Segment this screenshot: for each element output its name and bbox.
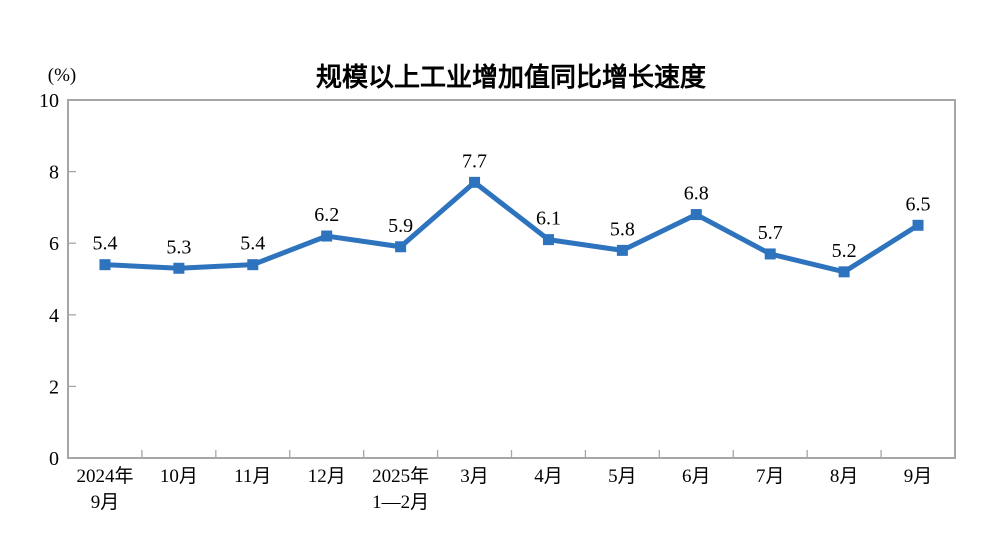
- data-point-label: 5.3: [166, 236, 191, 258]
- x-axis-category-label: 10月: [160, 466, 198, 487]
- data-point-marker: [690, 209, 702, 221]
- data-point-marker: [247, 259, 259, 271]
- x-axis-category-label: 5月: [608, 466, 637, 487]
- x-axis-category-label: 6月: [682, 466, 711, 487]
- data-point-label: 5.9: [388, 215, 413, 237]
- x-axis-category-label: 4月: [534, 466, 563, 487]
- y-axis-tick-label: 6: [49, 233, 59, 255]
- data-point-label: 6.5: [906, 193, 931, 215]
- data-point-label: 5.2: [832, 240, 857, 262]
- data-point-marker: [321, 230, 333, 242]
- x-axis-category-label: 11月: [234, 466, 271, 487]
- data-point-marker: [912, 219, 924, 231]
- x-axis-category-label: 9月: [904, 466, 933, 487]
- x-axis-category-label: 2025年 1—2月: [372, 465, 429, 513]
- data-point-label: 5.4: [240, 233, 265, 255]
- plot-area: 0 2 4 6 8 10 5.4 5.3 5.4 6.2 5.9 7.7 6.1 5.8 6.8 5.7 5.2…: [39, 90, 956, 513]
- data-point-label: 5.4: [92, 233, 117, 255]
- data-point-label: 5.8: [610, 218, 635, 240]
- chart-title: 规模以上工业增加值同比增长速度: [316, 62, 706, 92]
- y-axis-tick-label: 8: [49, 162, 59, 184]
- data-point-marker: [838, 266, 850, 278]
- data-point-label: 6.8: [684, 183, 709, 205]
- data-point-marker: [469, 176, 481, 188]
- data-point-marker: [616, 244, 628, 256]
- x-axis-category-label: 2024年 9月: [76, 465, 133, 513]
- data-point-marker: [542, 234, 554, 246]
- y-axis-tick-label: 10: [39, 90, 59, 112]
- data-point-label: 6.1: [536, 208, 561, 230]
- data-point-label: 5.7: [758, 222, 783, 244]
- data-point-marker: [395, 241, 407, 253]
- y-axis-tick-label: 0: [49, 448, 59, 470]
- x-axis-category-label: 3月: [460, 466, 489, 487]
- y-axis-tick-label: 4: [49, 305, 59, 327]
- data-point-label: 7.7: [462, 150, 487, 172]
- data-point-marker: [764, 248, 776, 260]
- trend-line: [102, 179, 921, 275]
- x-axis-category-label: 7月: [756, 466, 785, 487]
- data-point-marker: [173, 262, 185, 274]
- y-axis-tick-label: 2: [49, 376, 59, 398]
- data-point-marker: [99, 259, 111, 271]
- plot-border: [67, 99, 956, 459]
- x-axis-category-label: 8月: [830, 466, 859, 487]
- y-axis-unit-label: (%): [48, 65, 76, 86]
- x-axis-category-label: 12月: [308, 466, 346, 487]
- data-point-label: 6.2: [314, 204, 339, 226]
